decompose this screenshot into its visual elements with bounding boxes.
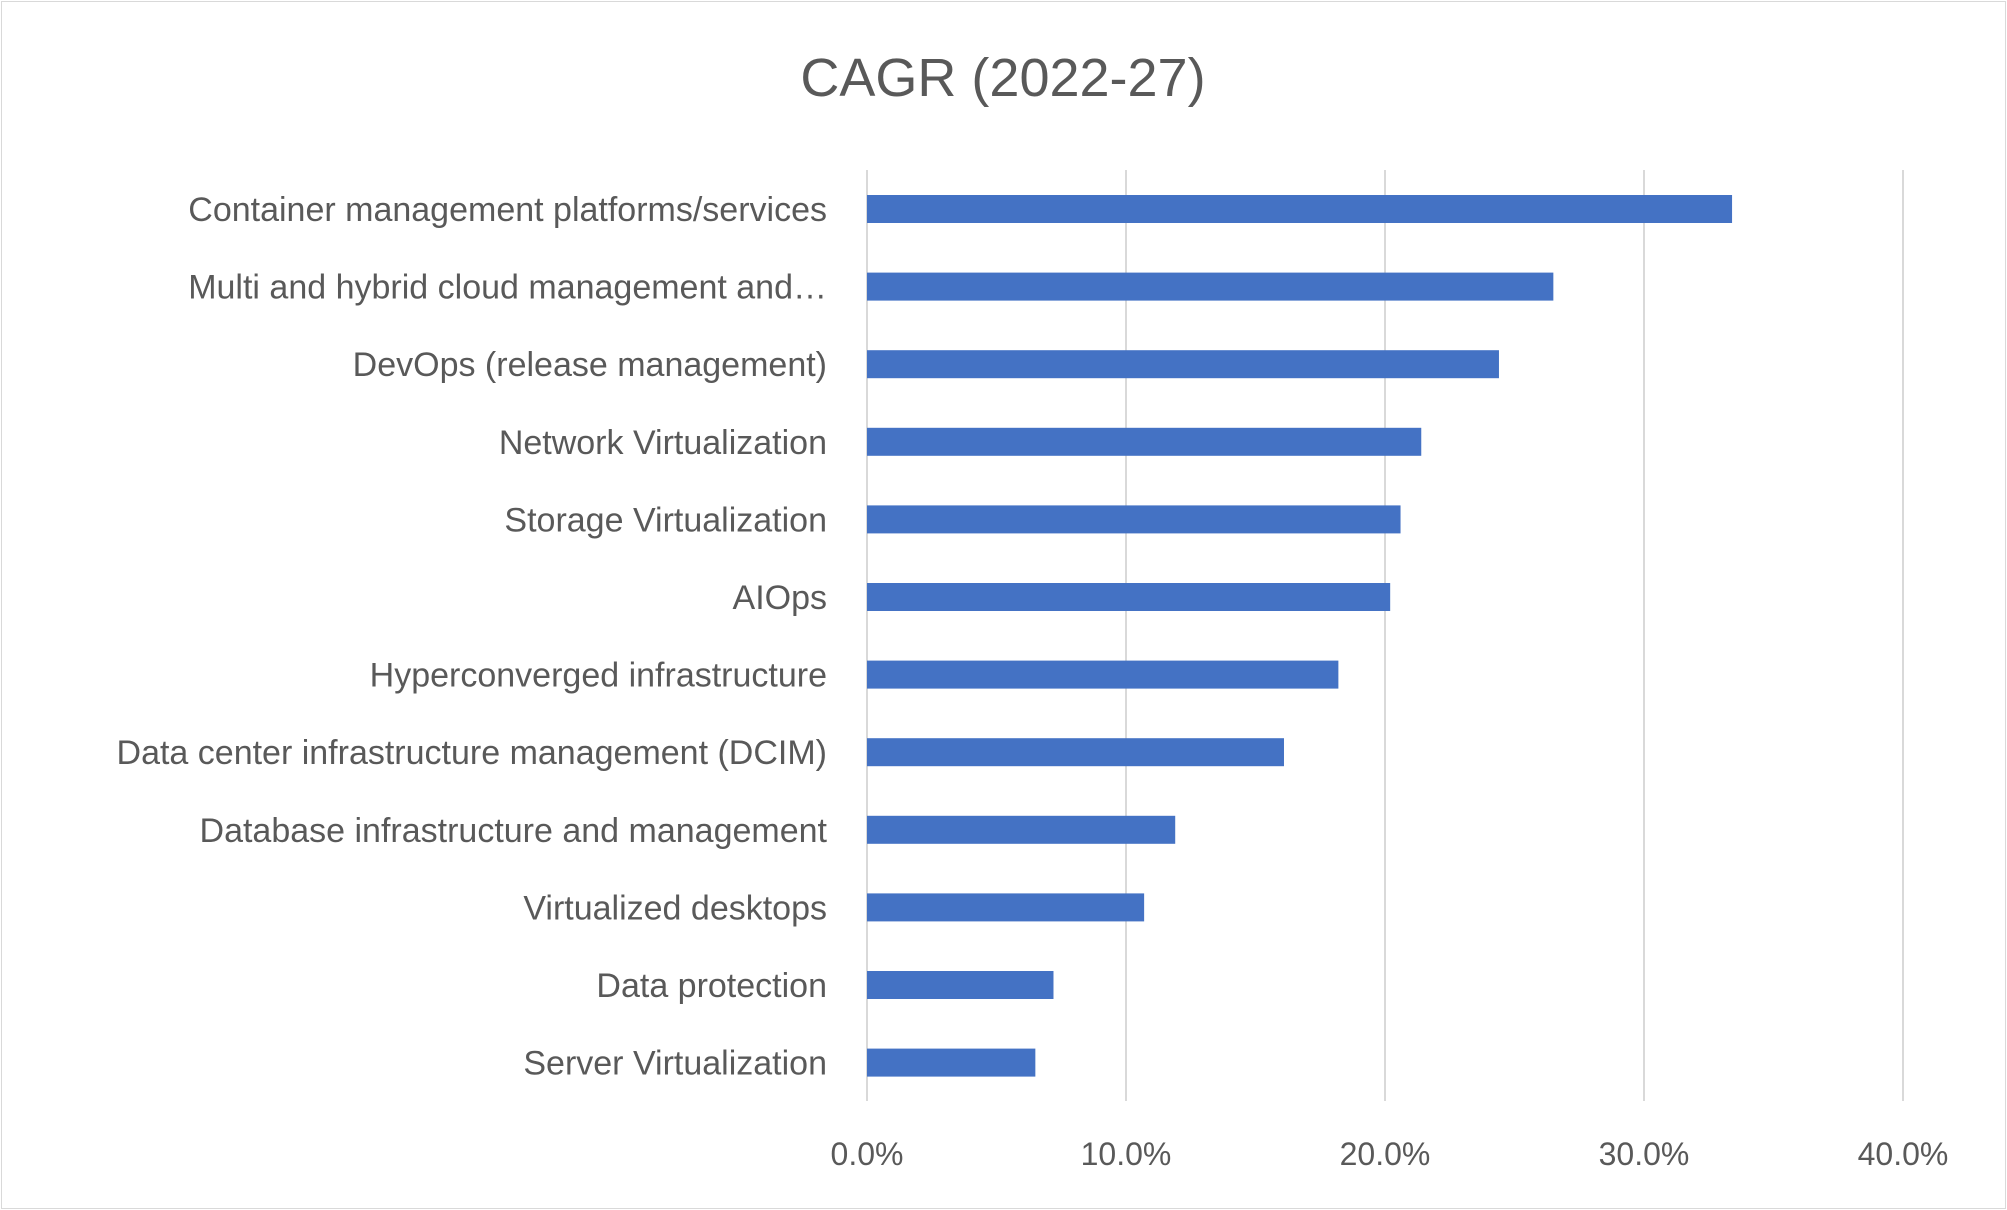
bar	[867, 195, 1733, 223]
bar	[867, 815, 1176, 844]
x-tick-label: 10.0%	[1081, 1136, 1172, 1172]
bar	[867, 272, 1554, 301]
category-label: Network Virtualization	[499, 424, 827, 462]
bar	[867, 660, 1339, 689]
category-label: DevOps (release management)	[353, 346, 827, 384]
x-tick-labels: 0.0% 10.0% 20.0% 30.0% 40.0%	[831, 1136, 1949, 1172]
category-label: Virtualized desktops	[523, 889, 827, 927]
x-tick-label: 0.0%	[831, 1136, 904, 1172]
bar	[867, 1048, 1036, 1077]
bars	[867, 195, 1733, 1077]
x-tick-label: 30.0%	[1599, 1136, 1690, 1172]
bar	[867, 350, 1499, 379]
category-label: Database infrastructure and management	[200, 812, 828, 850]
bar	[867, 427, 1422, 456]
bar	[867, 738, 1284, 767]
x-tick-label: 20.0%	[1340, 1136, 1431, 1172]
category-label: Hyperconverged infrastructure	[370, 657, 827, 695]
category-label: Data center infrastructure management (D…	[117, 734, 827, 772]
category-label: AIOps	[733, 579, 827, 617]
chart-title: CAGR (2022-27)	[800, 48, 1205, 108]
bar	[867, 505, 1401, 534]
category-label: Storage Virtualization	[504, 501, 827, 539]
category-label: Data protection	[596, 967, 827, 1005]
category-labels: Container management platforms/services M…	[117, 191, 828, 1083]
bar	[867, 971, 1054, 999]
category-label: Container management platforms/services	[188, 191, 827, 229]
gridlines	[866, 170, 1904, 1101]
bar	[867, 583, 1391, 611]
category-label: Multi and hybrid cloud management and…	[188, 269, 827, 307]
bar	[867, 893, 1145, 922]
category-label: Server Virtualization	[523, 1045, 827, 1083]
x-tick-label: 40.0%	[1858, 1136, 1949, 1172]
